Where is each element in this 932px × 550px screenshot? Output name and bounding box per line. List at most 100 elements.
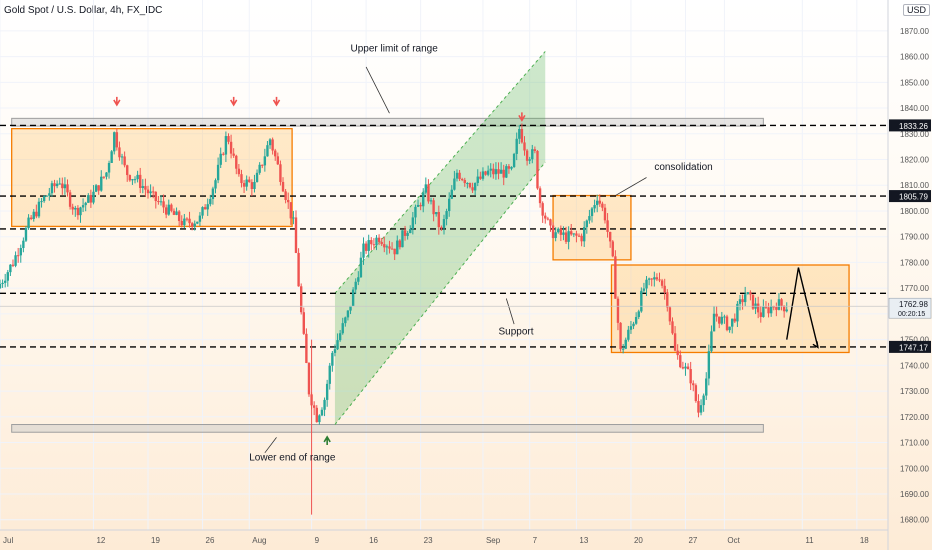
candle-body: [396, 240, 399, 255]
candle-body: [68, 192, 72, 207]
candle-body: [460, 179, 464, 181]
candle-body: [3, 280, 7, 283]
candle-body: [372, 244, 376, 246]
candle-body: [463, 179, 466, 184]
candle-body: [312, 405, 316, 408]
symbol-title: Gold Spot / U.S. Dollar, 4h, FX_IDC: [4, 5, 163, 16]
candle-body: [144, 186, 147, 190]
candle-body: [497, 169, 500, 174]
candle-body: [580, 235, 583, 242]
candle-body: [583, 227, 586, 242]
candle-body: [237, 168, 241, 175]
candle-body: [268, 139, 272, 146]
candle-body: [562, 232, 565, 235]
candle-body: [531, 149, 534, 160]
candle-body: [380, 241, 383, 245]
bar-countdown-label: 00:20:15: [898, 311, 925, 318]
y-tick-label: 1710.00: [900, 439, 929, 448]
candle-body: [756, 303, 760, 313]
candle-body: [393, 248, 396, 255]
range-rectangle-2: [552, 194, 632, 261]
candle-body: [595, 200, 599, 206]
candle-body: [362, 243, 365, 258]
candle-body: [32, 211, 35, 219]
candle-body: [593, 205, 596, 209]
candle-body: [185, 218, 189, 220]
candle-body: [541, 203, 544, 216]
candle-body: [764, 306, 768, 308]
candle-body: [131, 179, 134, 181]
candle-body: [76, 207, 80, 216]
candle-body: [406, 233, 409, 236]
candle-body: [785, 309, 788, 312]
candle-body: [66, 184, 69, 193]
candle-body: [100, 176, 103, 191]
candle-body: [248, 179, 251, 183]
candle-body: [133, 179, 137, 181]
candle-body: [473, 182, 477, 191]
candle-body: [432, 200, 435, 215]
candle-body: [694, 385, 698, 402]
candle-body: [692, 383, 695, 386]
candle-body: [660, 280, 664, 286]
candle-body: [528, 159, 531, 161]
y-tick-label: 1770.00: [900, 284, 929, 293]
candle-body: [723, 316, 726, 318]
candle-body: [738, 299, 742, 304]
candle-body: [577, 235, 581, 237]
candle-body: [307, 363, 311, 395]
candle-body: [120, 156, 124, 158]
candle-body: [424, 184, 428, 193]
candle-body: [224, 136, 228, 155]
candle-body: [289, 202, 293, 219]
sell-arrow-down: [272, 96, 281, 107]
candle-body: [89, 195, 93, 203]
candle-body: [468, 183, 472, 188]
candle-body: [240, 174, 243, 184]
candle-body: [409, 229, 412, 234]
candle-body: [74, 207, 77, 210]
candle-body: [29, 217, 33, 219]
candle-body: [614, 256, 617, 299]
candle-body: [167, 204, 170, 215]
candle-body: [733, 318, 737, 322]
level-price-label: 1833.26: [899, 122, 928, 131]
candle-body: [549, 219, 552, 226]
candle-body: [193, 223, 196, 227]
x-tick-label: 7: [533, 536, 538, 545]
candle-body: [305, 333, 308, 364]
candle-body: [505, 166, 508, 178]
candle-body: [14, 255, 17, 266]
candle-body: [520, 129, 524, 143]
candle-body: [328, 365, 331, 384]
candle-body: [608, 231, 612, 242]
candle-body: [40, 201, 43, 203]
candle-body: [115, 132, 119, 148]
candle-body: [634, 317, 638, 324]
candle-body: [647, 278, 651, 280]
candle-body: [611, 241, 614, 257]
candle-body: [292, 217, 295, 219]
candle-body: [349, 305, 352, 311]
candle-body: [564, 232, 568, 242]
currency-badge[interactable]: USD: [903, 4, 931, 16]
candle-body: [279, 164, 282, 182]
candle-body: [198, 215, 202, 222]
y-tick-label: 1850.00: [900, 78, 929, 87]
candle-body: [206, 204, 209, 210]
candle-body: [492, 168, 495, 175]
candle-body: [525, 150, 529, 161]
candle-body: [235, 155, 238, 169]
candle-body: [676, 350, 679, 356]
candle-body: [164, 207, 168, 215]
sell-arrow-down: [229, 96, 238, 107]
uptrend-channel: [334, 51, 546, 425]
candle-body: [107, 162, 111, 173]
candle-body: [619, 322, 622, 350]
candle-body: [1, 282, 4, 284]
x-tick-label: 11: [805, 536, 814, 545]
candle-body: [440, 227, 443, 229]
y-tick-label: 1690.00: [900, 490, 929, 499]
candle-body: [139, 174, 142, 188]
